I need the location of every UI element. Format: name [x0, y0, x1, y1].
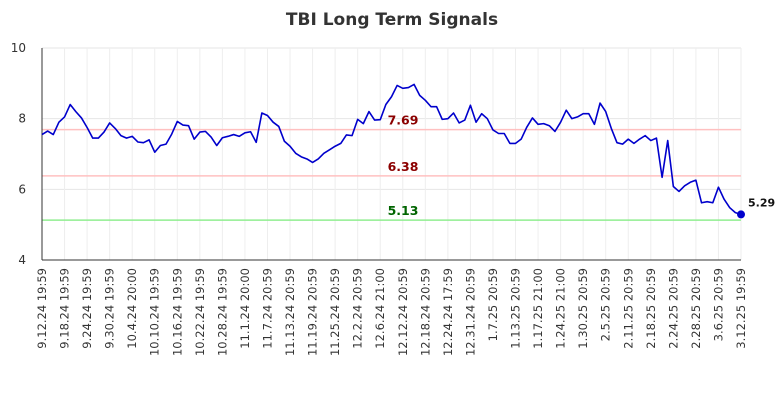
x-tick-label: 9.24.24 19:59 [80, 268, 94, 349]
grid [41, 47, 742, 261]
x-tick-label: 10.16.24 19:59 [170, 268, 184, 356]
chart-title: TBI Long Term Signals [286, 10, 498, 30]
x-tick-label: 12.6.24 21:00 [373, 268, 387, 349]
x-tick-label: 1.17.25 21:00 [531, 268, 545, 349]
x-tick-label: 11.13.24 20:59 [283, 268, 297, 356]
x-tick-label: 1.13.25 20:59 [509, 268, 523, 349]
x-tick-label: 2.5.25 20:59 [599, 268, 613, 341]
x-tick-label: 11.19.24 20:59 [306, 268, 320, 356]
x-tick-label: 2.18.25 20:59 [644, 268, 658, 349]
y-tick-label: 10 [11, 41, 26, 55]
y-tick-label: 4 [18, 253, 26, 267]
axes: 4 6 8 10 9.12.24 19:59 9.18.24 19:59 9.24.24 1… [11, 41, 748, 356]
x-tick-label: 10.22.24 19:59 [193, 268, 207, 356]
x-tick-label: 2.28.25 20:59 [689, 268, 703, 349]
x-tick-label: 9.12.24 19:59 [35, 268, 49, 349]
x-tick-label: 9.30.24 19:59 [103, 268, 117, 349]
x-tick-label: 12.12.24 20:59 [396, 268, 410, 356]
x-tick-label: 11.1.24 20:00 [238, 268, 252, 349]
x-tick-label: 2.11.25 20:59 [621, 268, 635, 349]
x-tick-label: 10.4.24 20:00 [125, 268, 139, 349]
y-tick-label: 8 [18, 112, 26, 126]
reference-line-label: 6.38 [388, 159, 419, 174]
series-layer [41, 83, 745, 219]
last-point-label: 5.29 [748, 196, 775, 209]
x-tick-label: 1.7.25 20:59 [486, 268, 500, 341]
x-tick-label: 2.24.25 20:59 [666, 268, 680, 349]
reference-line-label: 5.13 [388, 203, 419, 218]
x-tick-label: 3.12.25 19:59 [734, 268, 748, 349]
reference-lines [42, 128, 741, 221]
x-tick-label: 1.30.25 20:59 [576, 268, 590, 349]
x-tick-label: 12.18.24 20:59 [418, 268, 432, 356]
x-tick-label: 10.10.24 19:59 [148, 268, 162, 356]
x-tick-label: 12.2.24 20:59 [351, 268, 365, 349]
x-tick-label: 11.7.24 20:59 [261, 268, 275, 349]
x-tick-label: 12.24.24 17:59 [441, 268, 455, 356]
last-point-marker [737, 210, 745, 219]
labels: 7.69 6.38 5.13 5.29 [388, 113, 776, 218]
y-tick-label: 6 [18, 182, 26, 196]
x-tick-label: 1.24.25 21:00 [554, 268, 568, 349]
series-line [41, 83, 742, 216]
x-tick-label: 9.18.24 19:59 [58, 268, 72, 349]
reference-line-label: 7.69 [388, 113, 419, 128]
x-tick-label: 10.28.24 19:59 [215, 268, 229, 356]
x-tick-label: 3.6.25 20:59 [712, 268, 726, 341]
x-tick-label: 12.31.24 20:59 [463, 268, 477, 356]
x-tick-label: 11.25.24 20:59 [328, 268, 342, 356]
